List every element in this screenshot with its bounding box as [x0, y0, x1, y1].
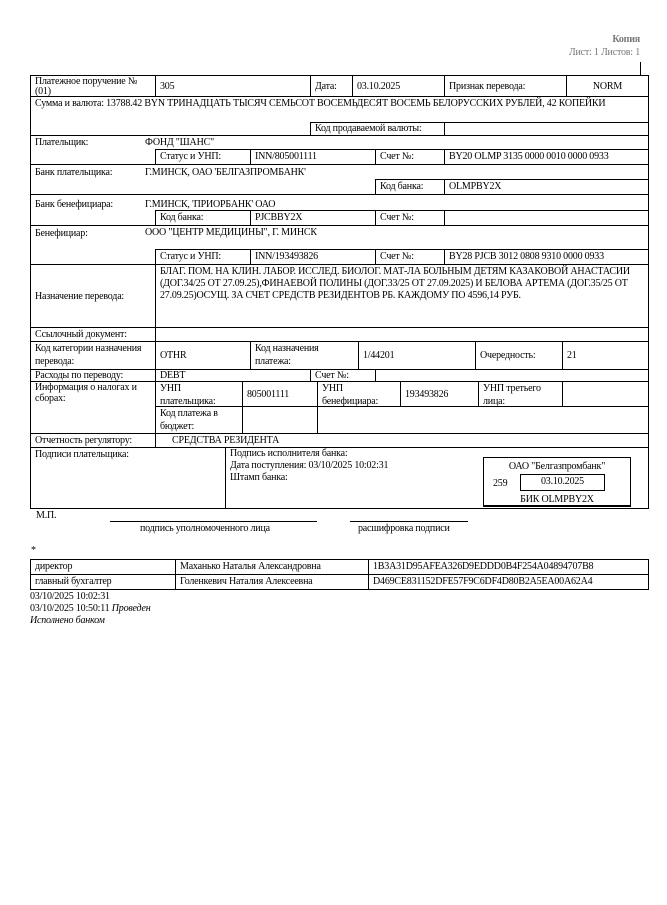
signer-role: директор [30, 559, 176, 575]
transfer-flag: NORM [566, 75, 649, 97]
signer-hash: 1B3A31D95AFEA326D9EDDD0B4F254A04894707B8 [368, 559, 649, 575]
purpose-text: БЛАГ. ПОМ. НА КЛИН. ЛАБОР. ИССЛЕД. БИОЛО… [155, 264, 649, 328]
purpose-label: Назначение перевода: [30, 264, 156, 328]
ben-bank-code-label: Код банка: [155, 210, 251, 226]
order-title: Платежное поручение № (01) [30, 75, 156, 97]
regulator-label: Отчетность регулятору: [30, 433, 156, 448]
payer-name: ФОНД "ШАНС" [145, 137, 214, 148]
payment-purpose-code: 1/44201 [358, 341, 476, 370]
stamp-bic: БИК OLMPBY2X [520, 494, 594, 505]
payer-bank-label: Банк плательщика: [35, 167, 113, 178]
priority: 21 [562, 341, 649, 370]
priority-label: Очередность: [475, 341, 563, 370]
ben-bank: Г.МИНСК, 'ПРИОРБАНК' ОАО [145, 199, 276, 210]
copy-label: Копия [612, 34, 640, 45]
budget-code [242, 406, 318, 434]
ref-doc-label: Ссылочный документ: [30, 327, 156, 342]
beneficiary-label: Бенефициар: [35, 228, 88, 239]
bank-stamp: ОАО "Белгазпромбанк" 259 03.10.2025 БИК … [483, 457, 631, 507]
third-unp [562, 381, 649, 407]
mp-label: М.П. [36, 510, 57, 521]
sold-currency [444, 122, 649, 136]
payer-bank: Г.МИНСК, ОАО 'БЕЛГАЗПРОМБАНК' [145, 167, 306, 178]
payer-signatures: Подписи плательщика: [30, 447, 226, 509]
ben-unp: INN/193493826 [250, 249, 376, 265]
log-processed-time: 03/10/2025 10:50:11 [30, 603, 110, 614]
signer-hash: D469CE831152DFE57F9C6DF4D80B2A5EA00A62A4 [368, 574, 649, 590]
ben-bank-code: PJCBBY2X [250, 210, 376, 226]
tax-label: Информация о налогах и сборах: [30, 381, 156, 434]
transfer-flag-label: Признак перевода: [444, 75, 567, 97]
received-date: Дата поступления: 03/10/2025 10:02:31 [230, 460, 389, 471]
ben-bank-account [444, 210, 649, 226]
stamp-date: 03.10.2025 [520, 474, 605, 491]
ben-account: BY28 PJCB 3012 0808 9310 0000 0933 [444, 249, 649, 265]
sign-caption: подпись уполномоченного лица [140, 523, 270, 534]
beneficiary-name: ООО "ЦЕНТР МЕДИЦИНЫ", Г. МИНСК [145, 227, 317, 238]
ben-bank-account-label: Счет №: [375, 210, 445, 226]
log-executed: Исполнено банком [30, 615, 105, 626]
payer-unp-label: УНП плательщика: [155, 381, 243, 407]
bank-signature-label: Подпись исполнителя банка: [230, 448, 348, 459]
signer-role: главный бухгалтер [30, 574, 176, 590]
decode-caption: расшифровка подписи [358, 523, 450, 534]
log-processed: 03/10/2025 10:50:11 Проведен [30, 603, 151, 614]
ben-bank-label: Банк бенефициара: [35, 199, 113, 210]
payer-label: Плательщик: [35, 137, 89, 148]
signer-name: Маханько Наталья Александровна [175, 559, 369, 575]
ben-account-label: Счет №: [375, 249, 445, 265]
ben-status-unp-label: Статус и УНП: [155, 249, 251, 265]
payer-account: BY20 OLMP 3135 0000 0010 0000 0933 [444, 149, 649, 165]
category: OTHR [155, 341, 251, 370]
bank-code-label: Код банка: [375, 179, 445, 195]
signature-line [110, 521, 317, 522]
payment-purpose-code-label: Код назначения платежа: [250, 341, 359, 370]
decode-line [350, 521, 468, 522]
payer-unp-value: 805001111 [242, 381, 318, 407]
ben-unp-value: 193493826 [400, 381, 479, 407]
third-unp-label: УНП третьего лица: [478, 381, 563, 407]
log-processed-status: Проведен [111, 603, 151, 614]
payer-bank-code: OLMPBY2X [444, 179, 649, 195]
order-number: 305 [155, 75, 311, 97]
stamp-bank: ОАО "Белгазпромбанк" [508, 461, 606, 472]
sheet-count: Лист: 1 Листов: 1 [568, 47, 640, 58]
date-label: Дата: [310, 75, 353, 97]
divider [640, 62, 641, 75]
asterisk: * [31, 545, 36, 556]
account-label: Счет №: [375, 149, 445, 165]
category-label: Код категории назначения перевода: [30, 341, 156, 370]
budget-code-label: Код платежа в бюджет: [155, 406, 243, 434]
status-unp-label: Статус и УНП: [155, 149, 251, 165]
sold-currency-label: Код продаваемой валюты: [310, 122, 445, 136]
ben-unp-label: УНП бенефициара: [317, 381, 401, 407]
stamp-number: 259 [493, 478, 508, 489]
ref-doc [155, 327, 649, 342]
bank-signature-block [225, 447, 649, 509]
order-date: 03.10.2025 [352, 75, 445, 97]
bank-stamp-label: Штамп банка: [230, 472, 288, 483]
signer-name: Голенкевич Наталия Алексеевна [175, 574, 369, 590]
regulator: СРЕДСТВА РЕЗИДЕНТА [155, 433, 649, 448]
log-received: 03/10/2025 10:02:31 [30, 591, 110, 602]
payer-unp: INN/805001111 [250, 149, 376, 165]
budget-extra [317, 406, 649, 434]
